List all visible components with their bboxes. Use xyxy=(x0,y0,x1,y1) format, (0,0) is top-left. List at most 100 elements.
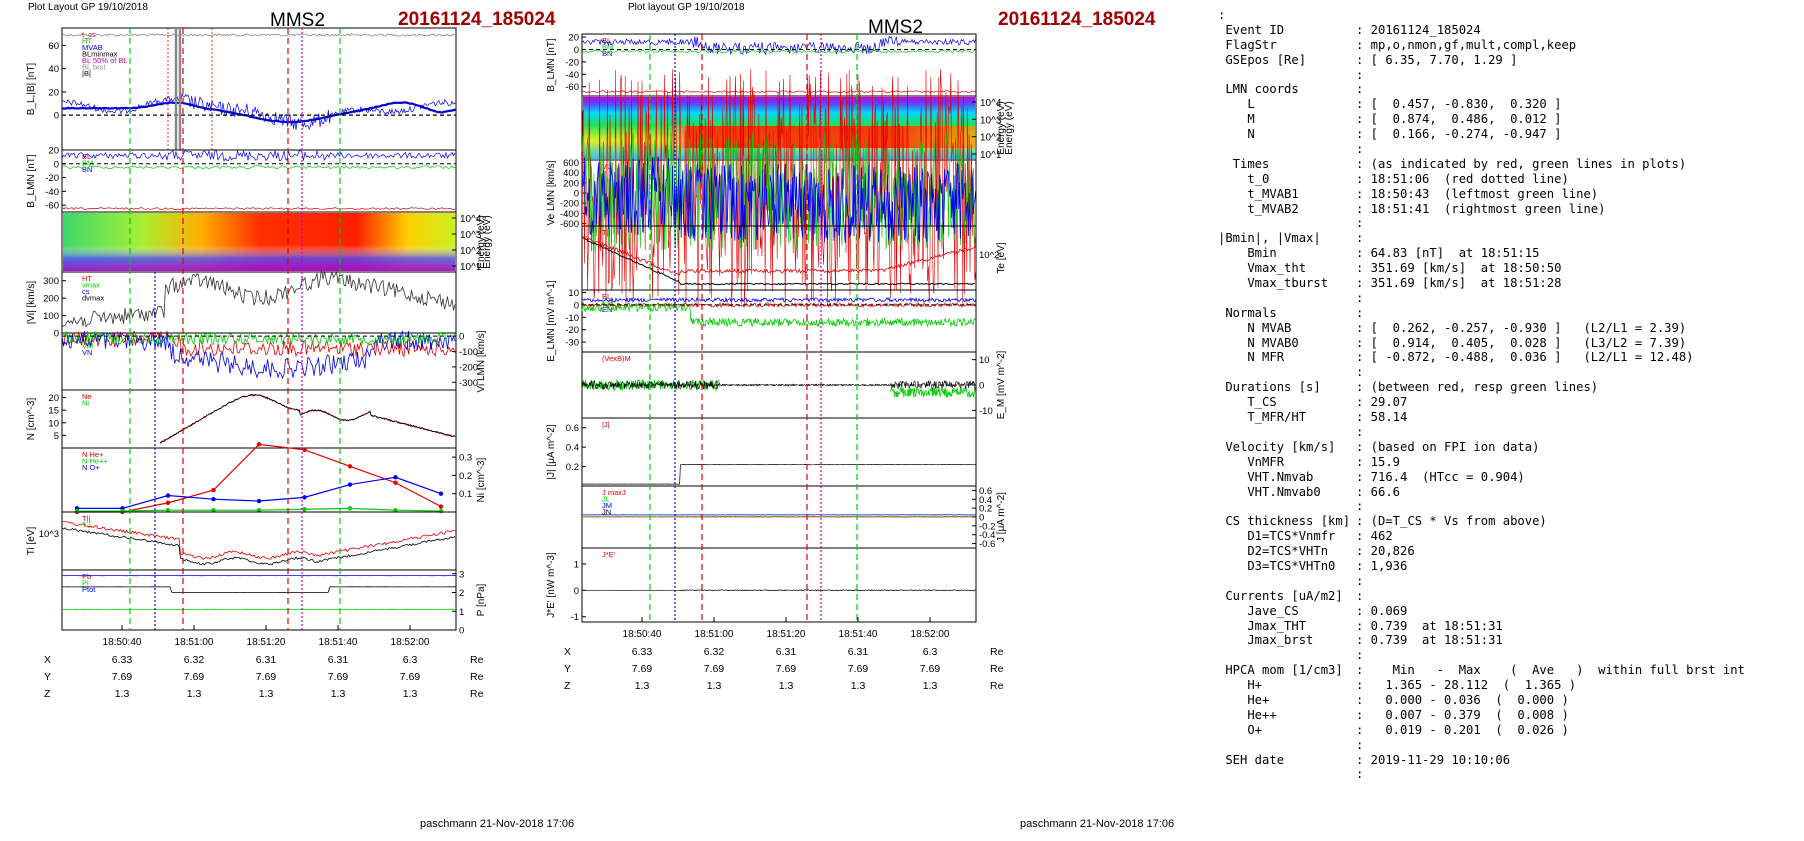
orbit-value: 1.3 xyxy=(851,680,866,692)
y-axis-label: Energy (eV) xyxy=(996,101,1007,154)
summary-row: : xyxy=(1218,574,1798,589)
summary-row: O+: 0.019 - 0.201 ( 0.026 ) xyxy=(1218,723,1798,738)
orbit-row-label: X xyxy=(44,654,51,666)
series-line xyxy=(61,586,457,594)
summary-key: Jmax_brst xyxy=(1218,633,1314,648)
summary-key: t_MVAB1 xyxy=(1218,186,1299,201)
panel-R6: 10 0 -10 E_M [mV m^-2] (VexB)M xyxy=(581,350,1007,419)
legend-entry: HT xyxy=(82,274,92,283)
summary-value: : xyxy=(1356,216,1364,231)
summary-key: LMN coords xyxy=(1218,82,1299,97)
summary-row: N MFR: [ -0.872, -0.488, 0.036 ] (L2/L1 … xyxy=(1218,350,1798,365)
series-line xyxy=(61,101,457,124)
summary-key: Times xyxy=(1218,156,1270,171)
summary-value: : 64.83 [nT] at 18:51:15 xyxy=(1356,246,1540,261)
summary-row: Vmax_tburst : 351.69 [km/s] at 18:51:28 xyxy=(1218,276,1798,291)
summary-value: : 1,936 xyxy=(1356,558,1408,573)
summary-row: D2=TCS*VHTn: 20,826 xyxy=(1218,544,1798,559)
summary-row: : xyxy=(1218,142,1798,157)
data-point xyxy=(256,507,262,513)
y-tick-label: 10^4 xyxy=(980,98,1002,109)
y-tick-label: 100 xyxy=(43,311,59,322)
panel-R9: 1 0 -1 J*E' [nW m^-3] J*E' xyxy=(546,547,977,623)
y-tick-label: 0.4 xyxy=(566,443,579,454)
legend-entry: |B| xyxy=(82,69,91,78)
summary-value: : [ 0.457, -0.830, 0.320 ] xyxy=(1356,97,1562,112)
summary-value: : xyxy=(1356,737,1364,752)
orbit-value: 6.31 xyxy=(256,654,277,666)
y-axis-label: J*E' [nW m^-3] xyxy=(546,552,557,618)
y-tick-label: -60 xyxy=(45,201,59,212)
series-line xyxy=(61,330,456,380)
y-axis-label: Te [eV] xyxy=(996,242,1007,273)
spectrogram-lowE xyxy=(63,213,455,271)
summary-value: : 0.739 at 18:51:31 xyxy=(1356,618,1503,633)
orbit-value: 7.69 xyxy=(920,663,941,675)
summary-value: : (between red, resp green lines) xyxy=(1356,380,1599,395)
x-tick-label: 18:51:00 xyxy=(695,629,734,640)
summary-key: L xyxy=(1218,97,1255,112)
y-axis-label: Ti [eV] xyxy=(26,527,37,556)
x-tick-label: 18:50:40 xyxy=(103,637,142,648)
y-tick-label: 0 xyxy=(574,300,579,311)
summary-value: : [ 0.262, -0.257, -0.930 ] (L2/L1 = 2.3… xyxy=(1356,320,1687,335)
summary-value: : xyxy=(1356,67,1364,82)
y-tick-label: -0.4 xyxy=(979,530,995,541)
y-axis-label: B_LMN [nT] xyxy=(26,154,37,208)
summary-key: T_MFR/HT xyxy=(1218,410,1307,425)
orbit-row-label: Z xyxy=(44,688,51,700)
y-axis-label: E_LMN [mV m^-1] xyxy=(546,280,557,362)
x-tick-label: 18:51:00 xyxy=(175,637,214,648)
orbit-value: 6.31 xyxy=(328,654,349,666)
y-tick-label: 10^4 xyxy=(460,214,482,225)
summary-row: Jave_CS: 0.069 xyxy=(1218,604,1798,619)
summary-row: He+: 0.000 - 0.036 ( 0.000 ) xyxy=(1218,693,1798,708)
panel-frame xyxy=(61,271,457,334)
summary-row: : xyxy=(1218,8,1798,23)
legend-entry: EN xyxy=(602,305,612,314)
y-axis-label: J [μA m^-2] xyxy=(996,492,1007,542)
y-tick-label: -10 xyxy=(565,313,579,324)
summary-row: N MVAB: [ 0.262, -0.257, -0.930 ] (L2/L1… xyxy=(1218,321,1798,336)
summary-row: Currents [uA/m2]: xyxy=(1218,589,1798,604)
right-footer: paschmann 21-Nov-2018 17:06 xyxy=(1020,818,1175,830)
y-tick-label: 10^3 xyxy=(460,230,482,241)
data-point xyxy=(211,507,216,513)
summary-row: HPCA mom [1/cm3]: Min - Max ( Ave ) with… xyxy=(1218,663,1798,678)
y-tick-label: -40 xyxy=(565,70,579,81)
summary-value: : 18:51:41 (rightmost green line) xyxy=(1356,201,1606,216)
y-tick-label: 10 xyxy=(979,355,990,366)
legend-entry: T|| xyxy=(602,228,611,237)
orbit-unit: Re xyxy=(990,663,1004,675)
y-axis-label: N [cm^-3] xyxy=(26,398,37,441)
summary-value: : xyxy=(1356,767,1364,782)
summary-row: : xyxy=(1218,767,1798,782)
orbit-value: 6.3 xyxy=(403,654,418,666)
summary-value: : mp,o,nmon,gf,mult,compl,keep xyxy=(1356,37,1577,52)
orbit-row-label: Z xyxy=(564,680,571,692)
summary-row: H+: 1.365 - 28.112 ( 1.365 ) xyxy=(1218,678,1798,693)
summary-value: : 0.007 - 0.379 ( 0.008 ) xyxy=(1356,707,1569,722)
summary-key: Vmax_tburst xyxy=(1218,276,1329,291)
y-axis-label: Energy (eV) xyxy=(1004,101,1015,154)
y-tick-label: -20 xyxy=(565,325,579,336)
data-point xyxy=(256,498,262,504)
legend-entry: Pi xyxy=(82,579,89,588)
legend-entry: BN xyxy=(82,165,92,174)
orbit-value: 7.69 xyxy=(776,663,797,675)
orbit-value: 7.69 xyxy=(112,671,133,683)
legend-entry: N He++ xyxy=(82,457,108,466)
summary-key: GSEpos [Re] xyxy=(1218,52,1307,67)
summary-row: t_0: 18:51:06 (red dotted line) xyxy=(1218,172,1798,187)
summary-value: : [ -0.872, -0.488, 0.036 ] (L2/L1 = 12.… xyxy=(1356,350,1694,365)
summary-value: : 351.69 [km/s] at 18:51:28 xyxy=(1356,276,1562,291)
orbit-unit: Re xyxy=(470,671,484,683)
orbit-value: 7.69 xyxy=(632,663,653,675)
summary-value: : xyxy=(1356,290,1364,305)
legend-entry: BL brst xyxy=(82,63,106,72)
y-tick-label: 0 xyxy=(54,159,59,170)
series-line xyxy=(581,90,977,94)
x-tick-label: 18:51:40 xyxy=(319,637,358,648)
